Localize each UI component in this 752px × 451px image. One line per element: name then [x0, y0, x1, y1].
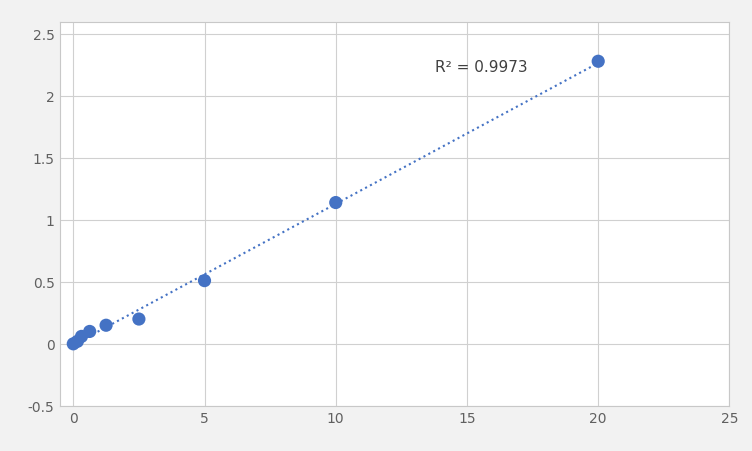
Point — [83, 328, 96, 335]
Point — [199, 277, 211, 285]
Point — [592, 59, 604, 66]
Point — [100, 322, 112, 329]
Text: R² = 0.9973: R² = 0.9973 — [435, 60, 528, 75]
Point — [67, 341, 79, 348]
Point — [329, 199, 341, 207]
Point — [75, 333, 87, 340]
Point — [71, 338, 83, 345]
Point — [133, 316, 145, 323]
